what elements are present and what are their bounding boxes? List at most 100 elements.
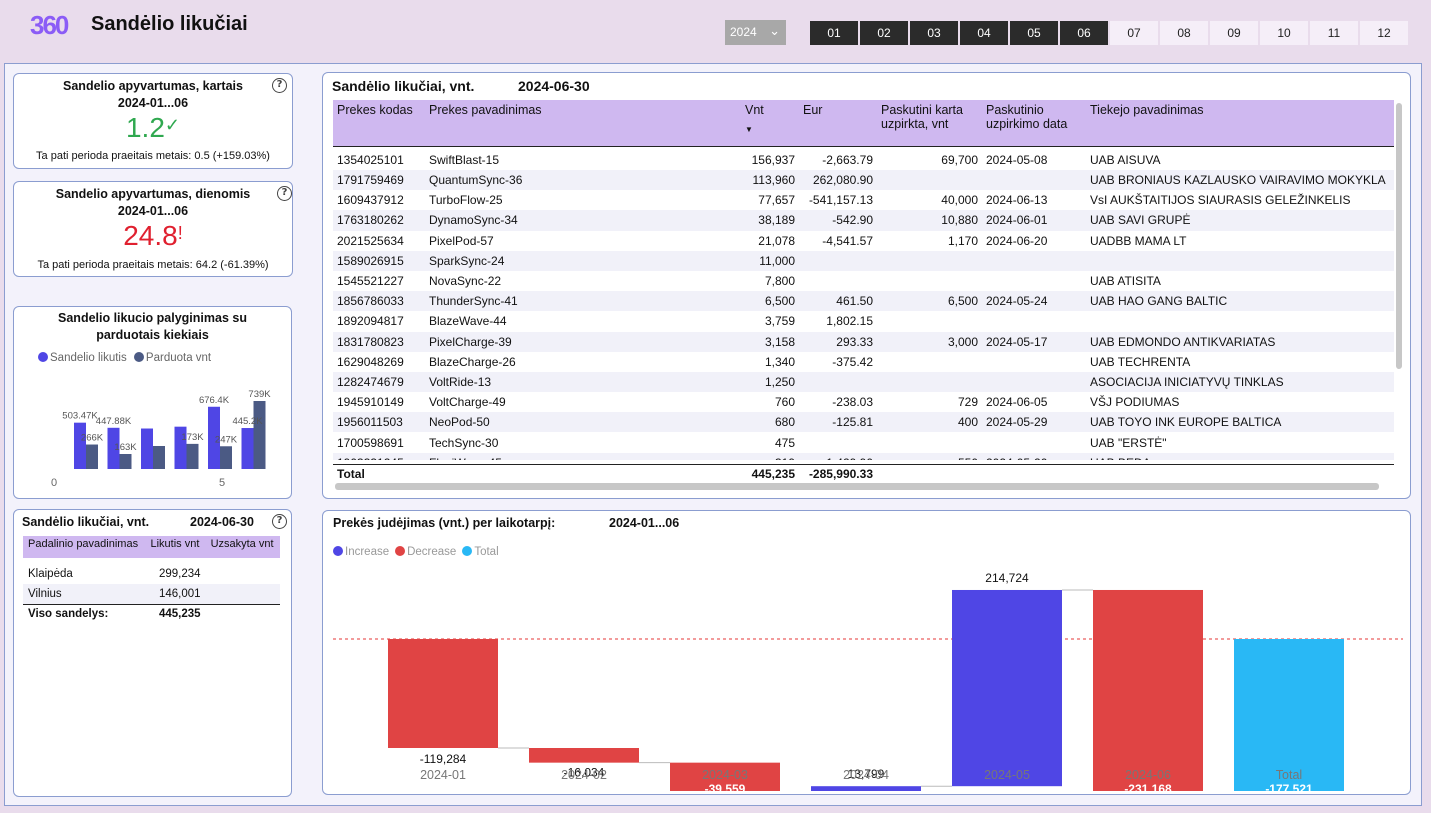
legend-label: Parduota vnt [145, 352, 212, 364]
month-button-01[interactable]: 01 [810, 21, 858, 45]
data-label: -177,521 [1265, 782, 1313, 791]
month-button-04[interactable]: 04 [960, 21, 1008, 45]
table-cell: -4,541.57 [822, 233, 873, 248]
table-row[interactable]: 1945910149 VoltCharge-49 760 -238.03 729 2024… [333, 392, 1394, 412]
table-cell: TurboFlow-25 [429, 193, 503, 208]
help-icon[interactable]: ? [277, 186, 292, 201]
data-label: 163K [114, 442, 137, 453]
table-cell: SparkSync-24 [425, 250, 741, 271]
bar-stock-6[interactable] [241, 428, 254, 469]
table-date: 2024-06-30 [518, 78, 590, 94]
waterfall-bar-2024-04[interactable] [811, 786, 921, 791]
table-row[interactable]: 1609437912 TurboFlow-25 77,657 -541,157.13 4… [333, 190, 1394, 210]
column-header[interactable]: Vnt ▼ [741, 100, 799, 146]
table-row[interactable]: 1903331245FlexiWave-453191,429.905502024… [333, 452, 1394, 460]
waterfall-bar-2024-02[interactable] [529, 748, 639, 763]
kpi-footer: Ta pati perioda praeitais metais: 0.5 (+… [36, 150, 270, 162]
help-icon[interactable]: ? [272, 78, 287, 93]
help-icon[interactable]: ? [272, 514, 287, 529]
stock-table: Prekes kodas Prekes pavadinimas Vnt ▼ Eur Pas… [333, 100, 1394, 460]
year-dropdown[interactable]: 2024 ⌄ [725, 20, 786, 45]
chart-title-line2: parduotais kiekiais [96, 328, 209, 342]
table-cell: 1791759469 [333, 170, 425, 191]
table-cell: 293.33 [799, 331, 877, 352]
table-row[interactable]: 1589026915 SparkSync-24 11,000 [333, 250, 1394, 271]
month-button-10[interactable]: 10 [1260, 21, 1308, 45]
column-header[interactable]: Uzsakyta vnt [205, 536, 280, 558]
waterfall-bar-2024-06[interactable] [1093, 589, 1203, 791]
table-cell: 40,000 [941, 193, 978, 208]
bar-stock-5[interactable] [208, 406, 220, 469]
month-button-06[interactable]: 06 [1060, 21, 1108, 45]
table-cell: 38,189 [741, 210, 799, 231]
month-button-02[interactable]: 02 [860, 21, 908, 45]
table-row[interactable]: 1956011503 NeoPod-50 680 -125.81 400 2024-05-… [333, 412, 1394, 433]
waterfall-bar-Total[interactable] [1234, 639, 1344, 791]
table-row[interactable]: 1354025101 SwiftBlast-15 156,937 -2,663.79 6… [333, 145, 1394, 170]
column-header[interactable]: Prekes pavadinimas [425, 100, 741, 146]
chart-title: Prekės judėjimas (vnt.) per laikotarpį: [333, 516, 556, 530]
bar-sold-3[interactable] [153, 445, 165, 469]
x-tick-label: Total [1276, 768, 1302, 782]
table-cell: 156,937 [741, 145, 799, 170]
bar-stock-3[interactable] [141, 428, 153, 469]
chart-title-line1: Sandelio likucio palyginimas su [58, 311, 247, 325]
column-header[interactable]: Eur [799, 100, 877, 146]
bar-sold-4[interactable] [186, 443, 199, 469]
kpi-value-wrap: 1.2✓ [14, 112, 292, 144]
month-button-11[interactable]: 11 [1310, 21, 1358, 45]
table-cell: 1589026915 [333, 250, 425, 271]
column-header[interactable]: Tiekejo pavadinimas [1086, 100, 1394, 146]
vertical-scrollbar[interactable] [1396, 103, 1402, 369]
table-cell [877, 170, 982, 191]
table-cell [877, 432, 982, 452]
column-header[interactable]: Likutis vnt [145, 536, 206, 558]
table-row[interactable]: 1629048269 BlazeCharge-26 1,340 -375.42 UAB … [333, 352, 1394, 372]
bar-sold-5[interactable] [220, 446, 232, 469]
table-cell: 2024-05-24 [982, 291, 1086, 312]
table-row[interactable]: 1791759469 QuantumSync-36 113,960 262,080.9… [333, 170, 1394, 191]
table-row[interactable]: Klaipėda 299,234 [23, 558, 280, 584]
month-button-03[interactable]: 03 [910, 21, 958, 45]
table-cell: UAB TOYO INK EUROPE BALTICA [1086, 412, 1394, 433]
month-button-09[interactable]: 09 [1210, 21, 1258, 45]
table-row[interactable]: 1282474679 VoltRide-13 1,250 ASOCIACIJA INI… [333, 371, 1394, 393]
month-button-08[interactable]: 08 [1160, 21, 1208, 45]
month-button-12[interactable]: 12 [1360, 21, 1408, 45]
table-cell: 2024-06-13 [986, 193, 1048, 208]
table-row[interactable]: 1831780823 PixelCharge-39 3,158 293.33 3,000… [333, 331, 1394, 352]
waterfall-bar-2024-05[interactable] [952, 589, 1062, 787]
column-header[interactable]: Paskutini karta uzpirkta, vnt [877, 100, 982, 146]
bar-stock-1[interactable] [74, 422, 86, 469]
column-header[interactable]: Paskutinio uzpirkimo data [982, 100, 1086, 146]
column-header[interactable]: Padalinio pavadinimas [23, 536, 146, 558]
table-row[interactable]: 1856786033 ThunderSync-41 6,500 461.50 6,500… [333, 291, 1394, 312]
table-cell: BlazeWave-44 [429, 314, 507, 329]
table-cell: 1831780823 [333, 331, 425, 352]
table-row[interactable]: 1892094817 BlazeWave-44 3,759 1,802.15 [333, 311, 1394, 331]
compare-bar-chart: 503.47K 266K 447.88K 163K 173K 676.4K 247K 445.… [51, 389, 271, 489]
table-cell: Vilnius [23, 584, 146, 604]
table-row[interactable]: 1763180262 DynamoSync-34 38,189 -542.90 10,8… [333, 210, 1394, 231]
table-row[interactable]: 1700598691 TechSync-30 475 UAB "ERSTĖ" [333, 432, 1394, 452]
horizontal-scrollbar[interactable] [335, 483, 1379, 490]
table-viewport[interactable]: Prekes kodas Prekes pavadinimas Vnt ▼ Eur Pas… [323, 100, 1410, 460]
table-cell: UAB AISUVA [1086, 145, 1394, 170]
bar-sold-1[interactable] [86, 444, 98, 469]
month-button-07[interactable]: 07 [1110, 21, 1158, 45]
table-row[interactable]: 1545521227 NovaSync-22 7,800 UAB ATISITA [333, 271, 1394, 291]
bar-sold-6[interactable] [253, 401, 266, 469]
table-cell: UAB BEDA [1086, 452, 1394, 460]
kpi-footer: Ta pati perioda praeitais metais: 64.2 (… [37, 259, 269, 271]
kpi-card-turnover-times: Sandelio apyvartumas, kartais 2024-01...… [13, 73, 293, 169]
waterfall-bar-2024-03[interactable] [670, 762, 780, 791]
table-row[interactable]: Vilnius 146,001 [23, 584, 280, 604]
kpi-value: 24.8 [123, 220, 178, 251]
bar-stock-2[interactable] [107, 427, 120, 469]
month-button-05[interactable]: 05 [1010, 21, 1058, 45]
column-header[interactable]: Prekes kodas [333, 100, 425, 146]
bar-sold-2[interactable] [119, 454, 132, 469]
table-row[interactable]: 2021525634 PixelPod-57 21,078 -4,541.57 1,17… [333, 231, 1394, 251]
bar-stock-4[interactable] [174, 426, 187, 469]
waterfall-bar-2024-01[interactable] [388, 639, 498, 748]
